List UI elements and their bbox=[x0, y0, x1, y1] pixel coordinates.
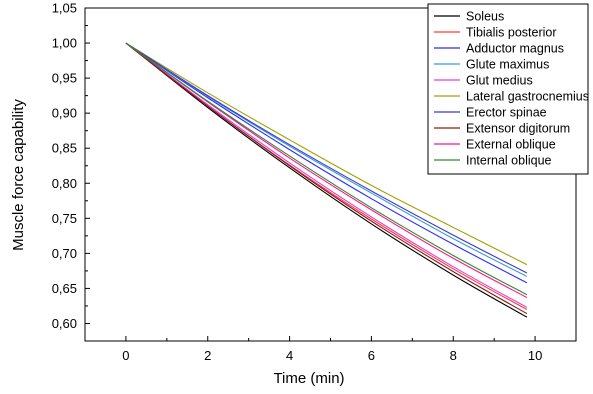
x-tick-label: 0 bbox=[122, 348, 129, 363]
series-line bbox=[125, 42, 528, 284]
y-tick-label: 0,90 bbox=[52, 106, 77, 121]
series-line bbox=[125, 42, 528, 318]
y-tick-label: 0,80 bbox=[52, 176, 77, 191]
series-line bbox=[125, 42, 528, 308]
x-tick-label: 4 bbox=[286, 348, 293, 363]
axes: 0 2 4 6 8 10 0,60 0,65 0,70 0,75 0,80 0,85 0,90 0,95 1… bbox=[52, 1, 543, 364]
x-tick-label: 2 bbox=[204, 348, 211, 363]
legend-label: Lateral gastrocnemius bbox=[466, 90, 589, 104]
legend-label: Extensor digitorum bbox=[466, 122, 570, 136]
y-tick-label: 0,75 bbox=[52, 211, 77, 226]
legend-label: Internal oblique bbox=[466, 154, 552, 168]
y-tick-label: 0,70 bbox=[52, 246, 77, 261]
series-line bbox=[125, 42, 528, 296]
x-tick-label: 6 bbox=[368, 348, 375, 363]
legend-label: Glut medius bbox=[466, 74, 533, 88]
legend: Soleus Tibialis posterior Adductor magnus G… bbox=[427, 3, 589, 175]
legend-label: Adductor magnus bbox=[466, 42, 564, 56]
y-axis-title: Muscle force capability bbox=[10, 99, 27, 251]
x-tick-label: 10 bbox=[528, 348, 542, 363]
series-line bbox=[125, 42, 528, 274]
legend-label: Tibialis posterior bbox=[466, 26, 557, 40]
y-tick-label: 0,85 bbox=[52, 141, 77, 156]
series-lines bbox=[125, 42, 528, 318]
y-tick-label: 0,60 bbox=[52, 316, 77, 331]
y-tick-label: 1,00 bbox=[52, 36, 77, 51]
series-line bbox=[125, 42, 528, 315]
series-line bbox=[125, 42, 528, 266]
y-tick-label: 1,05 bbox=[52, 1, 77, 16]
legend-label: Soleus bbox=[466, 10, 504, 24]
y-tick-label: 0,65 bbox=[52, 281, 77, 296]
legend-label: External oblique bbox=[466, 138, 556, 152]
x-tick-label: 8 bbox=[450, 348, 457, 363]
legend-label: Erector spinae bbox=[466, 106, 547, 120]
y-tick-label: 0,95 bbox=[52, 71, 77, 86]
legend-label: Glute maximus bbox=[466, 58, 549, 72]
x-axis-title: Time (min) bbox=[273, 370, 344, 387]
